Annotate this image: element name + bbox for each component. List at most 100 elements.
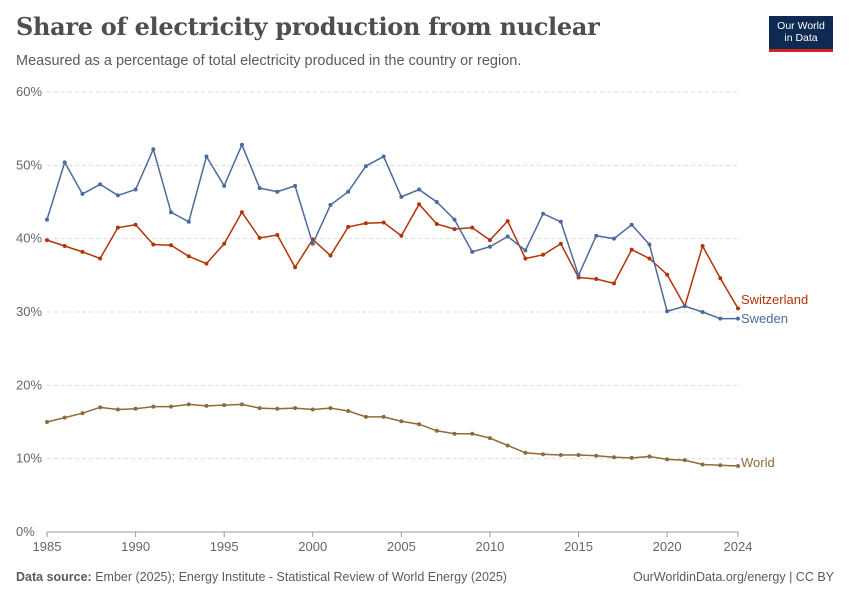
data-point bbox=[700, 244, 705, 248]
source-text: Ember (2025); Energy Institute - Statist… bbox=[95, 570, 507, 584]
series-line-switzerland bbox=[46, 202, 739, 309]
x-tick-label: 2024 bbox=[724, 539, 753, 554]
data-point bbox=[434, 428, 439, 433]
logo-line-2: in Data bbox=[784, 32, 818, 44]
data-point bbox=[275, 406, 280, 411]
x-tick-label: 1990 bbox=[121, 539, 150, 554]
data-point bbox=[736, 316, 740, 321]
data-point bbox=[98, 256, 103, 261]
x-tick-label: 1985 bbox=[33, 539, 62, 554]
data-point bbox=[470, 225, 475, 230]
data-point bbox=[115, 225, 120, 230]
y-tick-label: 40% bbox=[16, 231, 42, 246]
data-point bbox=[718, 316, 723, 321]
data-point bbox=[682, 458, 687, 463]
data-point bbox=[346, 409, 351, 413]
x-tick-label: 1995 bbox=[210, 539, 239, 554]
data-point bbox=[328, 406, 333, 411]
data-point bbox=[115, 407, 120, 412]
data-point bbox=[558, 453, 563, 457]
data-point bbox=[523, 450, 528, 455]
data-point bbox=[594, 453, 599, 458]
data-point bbox=[718, 463, 723, 468]
data-point bbox=[310, 241, 315, 246]
data-point bbox=[151, 404, 156, 409]
y-tick-label: 50% bbox=[16, 157, 42, 172]
data-point bbox=[328, 202, 333, 207]
data-point bbox=[399, 194, 404, 199]
data-point bbox=[98, 405, 103, 410]
data-point bbox=[452, 217, 457, 222]
data-point bbox=[594, 233, 599, 238]
data-point bbox=[381, 154, 386, 159]
data-point bbox=[576, 273, 581, 278]
data-point bbox=[133, 406, 138, 411]
data-point bbox=[275, 189, 280, 194]
data-point bbox=[169, 243, 174, 248]
chart-subtitle: Measured as a percentage of total electr… bbox=[16, 53, 522, 69]
data-point bbox=[452, 431, 457, 436]
data-point bbox=[257, 186, 262, 191]
data-point bbox=[222, 403, 227, 408]
data-point bbox=[381, 414, 386, 419]
data-point bbox=[222, 183, 227, 188]
data-point bbox=[98, 182, 103, 187]
data-point bbox=[629, 455, 634, 460]
data-point bbox=[629, 247, 634, 252]
series-labels: Switzerland Sweden World bbox=[741, 292, 808, 470]
license-text: | CC BY bbox=[785, 570, 834, 584]
series-label-world: World bbox=[741, 455, 775, 470]
data-point bbox=[257, 406, 262, 411]
data-point bbox=[204, 261, 209, 266]
data-point bbox=[665, 309, 670, 314]
data-point bbox=[363, 164, 368, 169]
data-point bbox=[487, 238, 492, 243]
data-point bbox=[594, 277, 599, 281]
source-label: Data source: bbox=[16, 570, 92, 584]
data-point bbox=[293, 406, 298, 411]
y-tick-label: 20% bbox=[16, 377, 42, 392]
data-point bbox=[417, 187, 422, 192]
data-point bbox=[399, 233, 404, 238]
series-line-world bbox=[46, 403, 739, 467]
footer-source: Data source: Ember (2025); Energy Instit… bbox=[16, 570, 507, 584]
data-point bbox=[505, 234, 510, 239]
y-tick-label: 30% bbox=[16, 304, 42, 319]
data-point bbox=[151, 242, 156, 247]
x-tick-label: 2000 bbox=[298, 539, 327, 554]
data-point bbox=[239, 210, 244, 215]
data-point bbox=[700, 310, 705, 314]
data-point bbox=[541, 252, 546, 257]
data-point bbox=[310, 407, 315, 412]
x-tick-label: 2015 bbox=[564, 539, 593, 554]
logo-line-1: Our World bbox=[777, 20, 825, 32]
x-axis: 1985 1990 1995 2000 2005 2010 2015 2020 2024 bbox=[33, 531, 753, 554]
data-point bbox=[204, 154, 209, 159]
data-point bbox=[558, 241, 563, 246]
y-tick-label: 60% bbox=[16, 84, 42, 99]
data-point bbox=[204, 403, 209, 408]
owid-logo[interactable]: Our World in Data bbox=[769, 16, 833, 52]
data-point bbox=[611, 281, 616, 286]
gridlines bbox=[47, 91, 738, 460]
data-point bbox=[186, 402, 191, 407]
data-point bbox=[275, 233, 280, 237]
data-point bbox=[558, 219, 563, 224]
data-point bbox=[363, 414, 368, 419]
data-point bbox=[186, 219, 191, 224]
data-point bbox=[417, 202, 422, 207]
series-line-sweden bbox=[46, 142, 738, 320]
series-lines bbox=[45, 142, 740, 468]
data-point bbox=[718, 276, 723, 281]
data-point bbox=[45, 420, 49, 424]
source-link[interactable]: OurWorldinData.org/energy bbox=[632, 570, 786, 584]
data-point bbox=[647, 454, 652, 459]
series-label-sweden: Sweden bbox=[741, 311, 788, 326]
data-point bbox=[169, 404, 174, 409]
footer-license: OurWorldinData.org/energy | CC BY bbox=[633, 570, 834, 584]
data-point bbox=[452, 227, 457, 232]
chart-title: Share of electricity production from nuc… bbox=[16, 12, 600, 41]
data-point bbox=[629, 222, 634, 227]
data-point bbox=[80, 249, 85, 254]
